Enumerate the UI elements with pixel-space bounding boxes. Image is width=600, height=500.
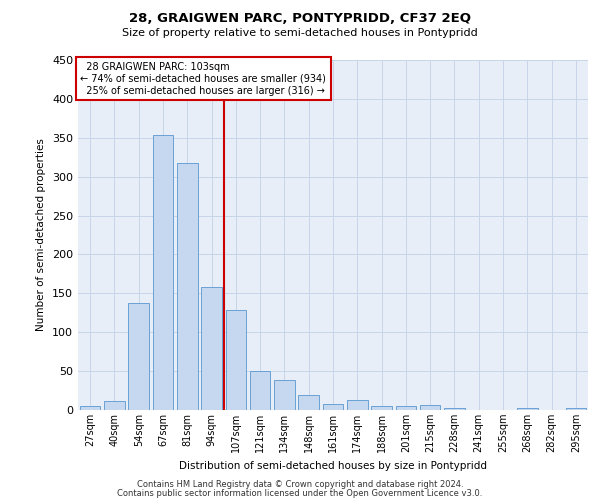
Text: 28, GRAIGWEN PARC, PONTYPRIDD, CF37 2EQ: 28, GRAIGWEN PARC, PONTYPRIDD, CF37 2EQ	[129, 12, 471, 26]
Bar	[250, 371, 271, 410]
Text: Contains HM Land Registry data © Crown copyright and database right 2024.: Contains HM Land Registry data © Crown c…	[137, 480, 463, 489]
Y-axis label: Number of semi-detached properties: Number of semi-detached properties	[37, 138, 46, 332]
Bar	[371, 406, 392, 410]
Bar	[152, 134, 173, 410]
Bar	[226, 310, 246, 410]
Bar	[104, 402, 125, 410]
Text: Size of property relative to semi-detached houses in Pontypridd: Size of property relative to semi-detach…	[122, 28, 478, 38]
Bar	[420, 406, 440, 410]
Bar	[517, 408, 538, 410]
Bar	[274, 380, 295, 410]
Bar	[298, 395, 319, 410]
Bar	[444, 408, 465, 410]
Bar	[347, 400, 368, 410]
Bar	[395, 406, 416, 410]
Bar	[566, 408, 586, 410]
Text: 28 GRAIGWEN PARC: 103sqm
← 74% of semi-detached houses are smaller (934)
  25% o: 28 GRAIGWEN PARC: 103sqm ← 74% of semi-d…	[80, 62, 326, 96]
Bar	[177, 164, 197, 410]
Text: Contains public sector information licensed under the Open Government Licence v3: Contains public sector information licen…	[118, 488, 482, 498]
Bar	[323, 404, 343, 410]
Bar	[201, 287, 222, 410]
Bar	[80, 406, 100, 410]
Bar	[128, 304, 149, 410]
X-axis label: Distribution of semi-detached houses by size in Pontypridd: Distribution of semi-detached houses by …	[179, 460, 487, 470]
